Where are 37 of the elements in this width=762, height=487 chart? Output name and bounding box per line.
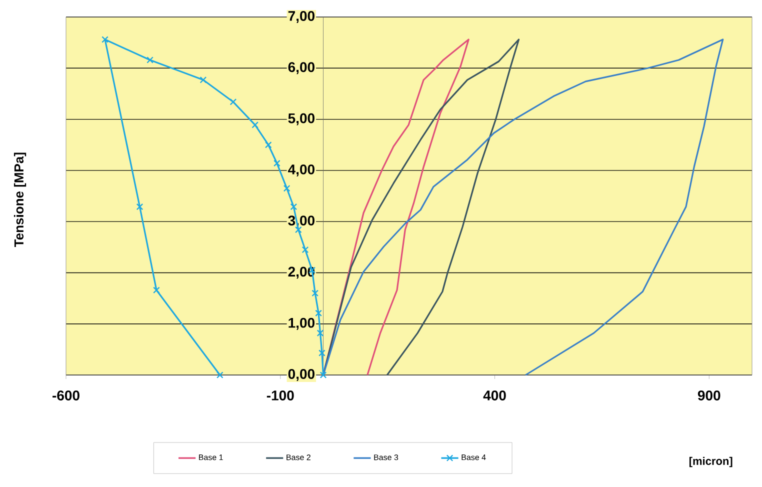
point [252,121,259,128]
y-tick-label: 7,00 [288,11,314,23]
line-series [322,38,724,376]
legend-label: Base 4 [462,454,486,460]
y-tick-label: 6,00 [288,62,314,74]
point [315,310,322,317]
y-tick-label: 4,00 [288,164,314,176]
x-tick-label: 400 [483,390,506,400]
y-tick-label: 5,00 [288,113,314,126]
line-series [322,38,470,376]
point [312,290,319,297]
x-tick-label: 900 [698,390,720,400]
point [318,350,326,356]
point [283,184,290,192]
point [216,372,224,378]
point [316,330,324,336]
y-tick-label: 0,00 [288,369,314,381]
y-tick-label: 1,00 [288,318,314,330]
legend-label: Base 3 [374,454,398,460]
point [274,160,280,167]
y-axis-title: Tensione [MPa] [14,152,26,247]
point [102,36,108,43]
legend-label: Base 2 [286,454,310,460]
point [230,98,237,106]
text: [micron] [689,456,732,468]
line-series [322,38,520,376]
point [146,56,154,64]
x-tick-label: -600 [52,390,80,400]
point [290,203,298,210]
x-tick-label: -100 [266,390,294,400]
point [264,141,272,148]
point [200,76,207,84]
point [320,372,327,378]
point [153,286,160,294]
legend-label: Base 1 [199,454,223,460]
point [136,203,144,210]
point [302,246,309,254]
